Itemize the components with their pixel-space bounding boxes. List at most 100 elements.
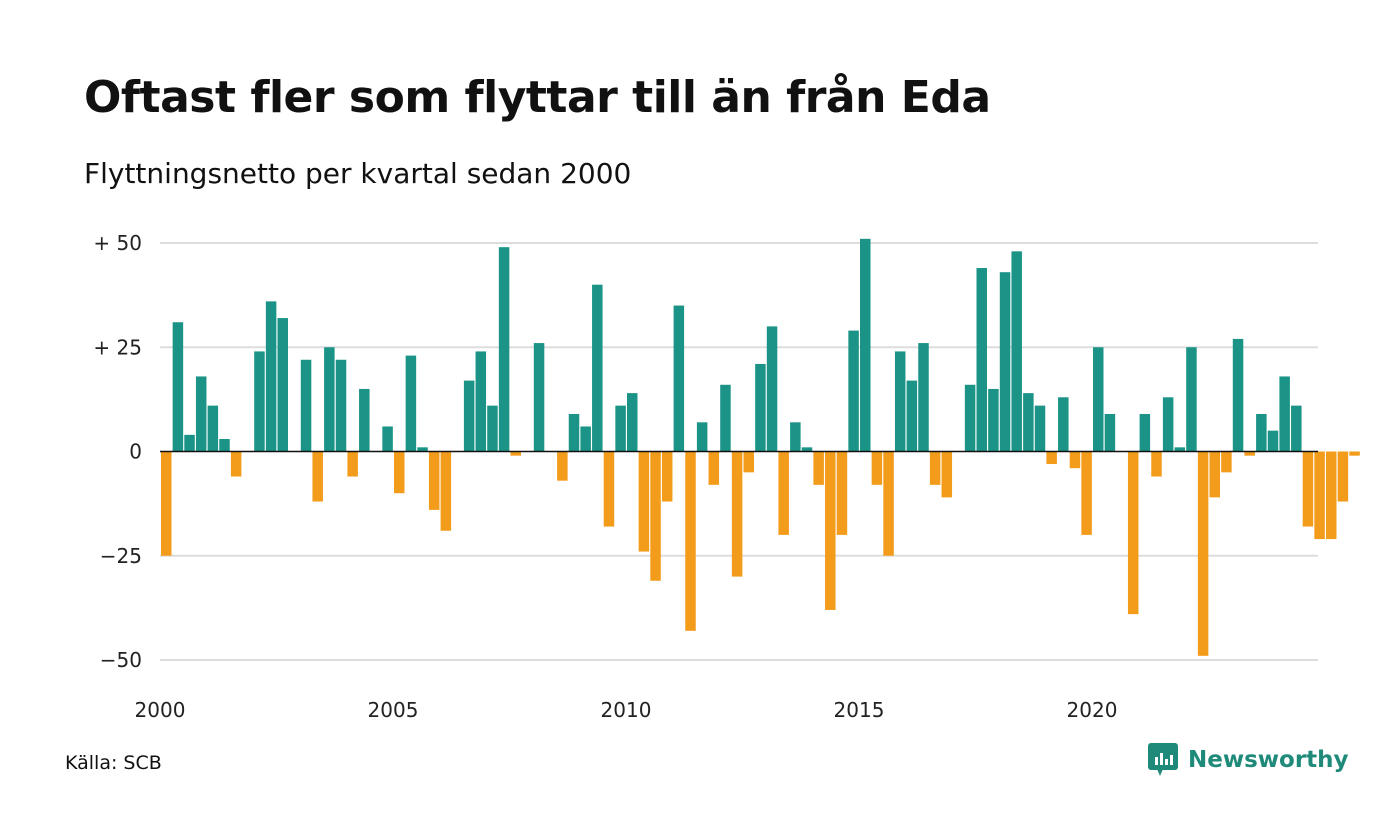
bar <box>1302 451 1314 527</box>
bar <box>1162 397 1174 452</box>
chart-subtitle: Flyttningsnetto per kvartal sedan 2000 <box>84 157 632 190</box>
bar <box>1314 451 1325 540</box>
bar <box>161 451 172 556</box>
bar <box>184 434 195 452</box>
bar <box>825 451 836 610</box>
y-tick-label: + 25 <box>93 335 142 359</box>
bar <box>533 343 545 452</box>
bar <box>673 305 685 452</box>
bar <box>929 451 941 485</box>
bar <box>265 301 277 452</box>
bar <box>743 451 754 473</box>
bar <box>906 380 918 452</box>
bar <box>1034 405 1046 452</box>
bar <box>405 355 417 452</box>
bar <box>428 451 440 510</box>
bar <box>1127 451 1139 615</box>
bar <box>1046 451 1057 465</box>
bar <box>580 426 591 452</box>
bar <box>359 388 370 452</box>
bar <box>463 380 475 452</box>
bar <box>417 447 428 452</box>
brand-name: Newsworthy <box>1188 747 1349 773</box>
bar <box>498 247 510 452</box>
bar <box>1011 251 1022 452</box>
bar <box>615 405 626 452</box>
x-tick-label: 2015 <box>834 698 885 722</box>
bar <box>1326 451 1337 540</box>
bar <box>382 426 393 452</box>
x-tick-label: 2020 <box>1067 698 1118 722</box>
y-tick-labels: + 50 + 25 0 −25 −50 <box>93 231 142 672</box>
y-tick-label: −25 <box>100 544 142 568</box>
x-tick-label: 2005 <box>368 698 419 722</box>
bar <box>685 451 696 631</box>
y-tick-label: + 50 <box>93 231 142 255</box>
bar <box>894 351 906 452</box>
bar <box>568 413 580 452</box>
bar <box>487 405 498 452</box>
bar <box>300 359 312 452</box>
bar <box>1337 451 1349 502</box>
bar <box>1256 413 1267 452</box>
bar <box>999 272 1011 452</box>
bar <box>848 330 859 452</box>
bar <box>394 451 405 494</box>
newsworthy-logo-icon <box>1148 743 1178 776</box>
bar <box>1244 451 1255 456</box>
bar <box>813 451 824 485</box>
bar <box>1081 451 1092 535</box>
bar <box>1186 347 1197 452</box>
y-tick-label: 0 <box>129 440 142 464</box>
x-tick-labels: 2000 2005 2010 2015 2020 <box>135 698 1118 722</box>
bar <box>964 384 976 452</box>
bar <box>1093 347 1104 452</box>
bar <box>219 438 230 452</box>
bar <box>254 351 265 452</box>
bar <box>1291 405 1302 452</box>
brand: Newsworthy <box>1148 743 1349 777</box>
bar <box>941 451 953 498</box>
bar <box>976 268 987 452</box>
bar <box>1209 451 1220 498</box>
source-note: Källa: SCB <box>65 752 162 774</box>
bar <box>708 451 720 485</box>
bar <box>883 451 894 556</box>
bar <box>475 351 487 452</box>
bar <box>312 451 323 502</box>
bar <box>720 384 731 452</box>
bar <box>1174 447 1186 452</box>
bar <box>836 451 848 535</box>
bar <box>207 405 219 452</box>
bar <box>1279 376 1290 452</box>
bar <box>603 451 615 527</box>
bar <box>801 447 813 452</box>
bar <box>347 451 358 477</box>
x-tick-label: 2010 <box>601 698 652 722</box>
bar <box>1197 451 1209 656</box>
bars <box>161 238 1360 656</box>
bar <box>195 376 207 452</box>
bar <box>510 451 521 456</box>
bar <box>638 451 650 552</box>
bar <box>1139 413 1151 452</box>
bar <box>277 318 288 452</box>
bar <box>1267 430 1279 452</box>
bar <box>860 238 871 452</box>
bar <box>1221 451 1232 473</box>
bar <box>440 451 452 531</box>
bar <box>1058 397 1069 452</box>
bar <box>1232 338 1244 452</box>
bar <box>766 326 778 452</box>
bar <box>1104 413 1116 452</box>
chart-title: Oftast fler som flyttar till än från Eda <box>84 72 991 123</box>
bar <box>1069 451 1081 469</box>
bar <box>230 451 242 477</box>
bar <box>871 451 883 485</box>
bar <box>335 359 347 452</box>
bar <box>661 451 673 502</box>
y-tick-label: −50 <box>100 648 142 672</box>
bar <box>790 422 801 452</box>
bar <box>1349 451 1360 456</box>
